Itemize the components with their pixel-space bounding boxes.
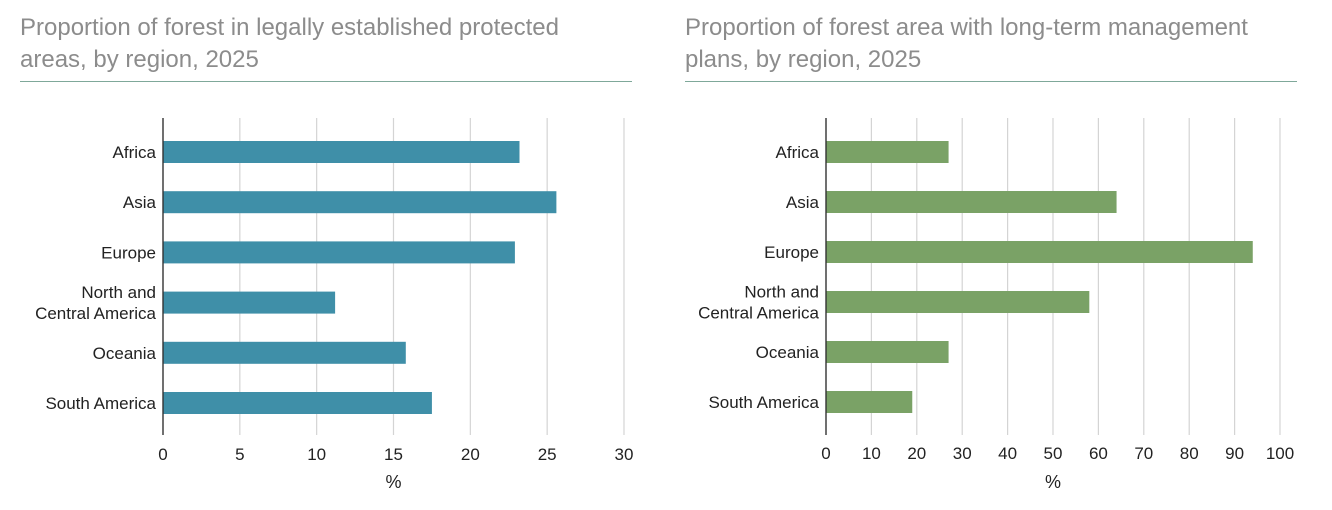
bar-south-america: [826, 391, 913, 413]
x-tick-label-30: 30: [953, 444, 972, 463]
x-tick-label-20: 20: [461, 445, 480, 464]
title-divider: [685, 81, 1297, 82]
bar-chart-protected-areas: Africa Asia Europe North and Central America…: [35, 118, 634, 492]
category-label-oceania: Oceania: [93, 344, 157, 363]
chart-panel-protected-areas: Proportion of forest in legally establis…: [0, 0, 660, 510]
bar-europe: [163, 241, 515, 264]
x-tick-label-20: 20: [907, 444, 926, 463]
x-tick-label-100: 100: [1266, 444, 1294, 463]
category-label-north-and-central-america-line-1: North and: [81, 283, 156, 302]
x-axis-label: %: [385, 472, 401, 492]
x-tick-label-25: 25: [538, 445, 557, 464]
x-tick-label-70: 70: [1134, 444, 1153, 463]
bar-africa: [163, 141, 520, 163]
x-tick-label-0: 0: [821, 444, 830, 463]
category-label-north-and-central-america-line-2: Central America: [35, 304, 156, 323]
x-tick-label-0: 0: [158, 445, 167, 464]
category-label-africa: Africa: [113, 143, 157, 162]
chart-title: Proportion of forest in legally establis…: [20, 14, 559, 73]
category-label-south-america: South America: [708, 393, 819, 412]
x-tick-label-90: 90: [1225, 444, 1244, 463]
category-label-europe: Europe: [101, 243, 156, 262]
x-tick-label-60: 60: [1089, 444, 1108, 463]
title-divider: [20, 81, 632, 82]
x-tick-label-30: 30: [615, 445, 634, 464]
x-tick-label-10: 10: [862, 444, 881, 463]
bar-europe: [826, 241, 1253, 263]
x-tick-label-50: 50: [1044, 444, 1063, 463]
category-label-north-and-central-america-line-2: Central America: [698, 304, 819, 323]
bar-asia: [826, 191, 1117, 213]
x-tick-label-5: 5: [235, 445, 244, 464]
category-label-europe: Europe: [764, 243, 819, 262]
chart-title: Proportion of forest area with long-term…: [685, 14, 1248, 73]
category-label-south-america: South America: [45, 394, 156, 413]
bar-north-and-central-america: [826, 291, 1090, 313]
bar-oceania: [826, 341, 949, 363]
x-tick-label-40: 40: [998, 444, 1017, 463]
x-tick-label-80: 80: [1180, 444, 1199, 463]
bar-oceania: [163, 341, 406, 364]
x-tick-label-10: 10: [307, 445, 326, 464]
chart-panel-management-plans: Proportion of forest area with long-term…: [665, 0, 1332, 510]
category-label-oceania: Oceania: [756, 343, 820, 362]
category-label-africa: Africa: [776, 143, 820, 162]
category-label-north-and-central-america-line-1: North and: [744, 283, 819, 302]
bar-africa: [826, 141, 949, 163]
bar-north-and-central-america: [163, 291, 336, 314]
bar-asia: [163, 191, 557, 214]
bar-chart-management-plans: Africa Asia Europe North and Central America…: [698, 118, 1294, 492]
bar-south-america: [163, 392, 432, 414]
x-tick-label-15: 15: [384, 445, 403, 464]
category-label-asia: Asia: [123, 193, 157, 212]
category-label-asia: Asia: [786, 193, 820, 212]
x-axis-label: %: [1045, 472, 1061, 492]
